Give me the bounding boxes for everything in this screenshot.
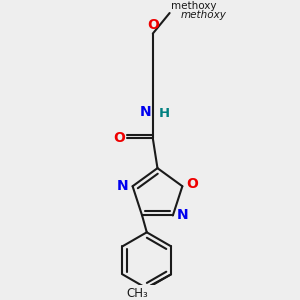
Text: H: H (158, 106, 169, 119)
Text: methoxy: methoxy (172, 1, 217, 11)
Text: O: O (186, 177, 198, 191)
Text: O: O (113, 131, 125, 145)
Text: N: N (139, 105, 151, 119)
Text: O: O (147, 18, 159, 32)
Text: methoxy: methoxy (181, 10, 227, 20)
Text: N: N (177, 208, 188, 223)
Text: CH₃: CH₃ (126, 287, 148, 300)
Text: N: N (117, 179, 129, 193)
